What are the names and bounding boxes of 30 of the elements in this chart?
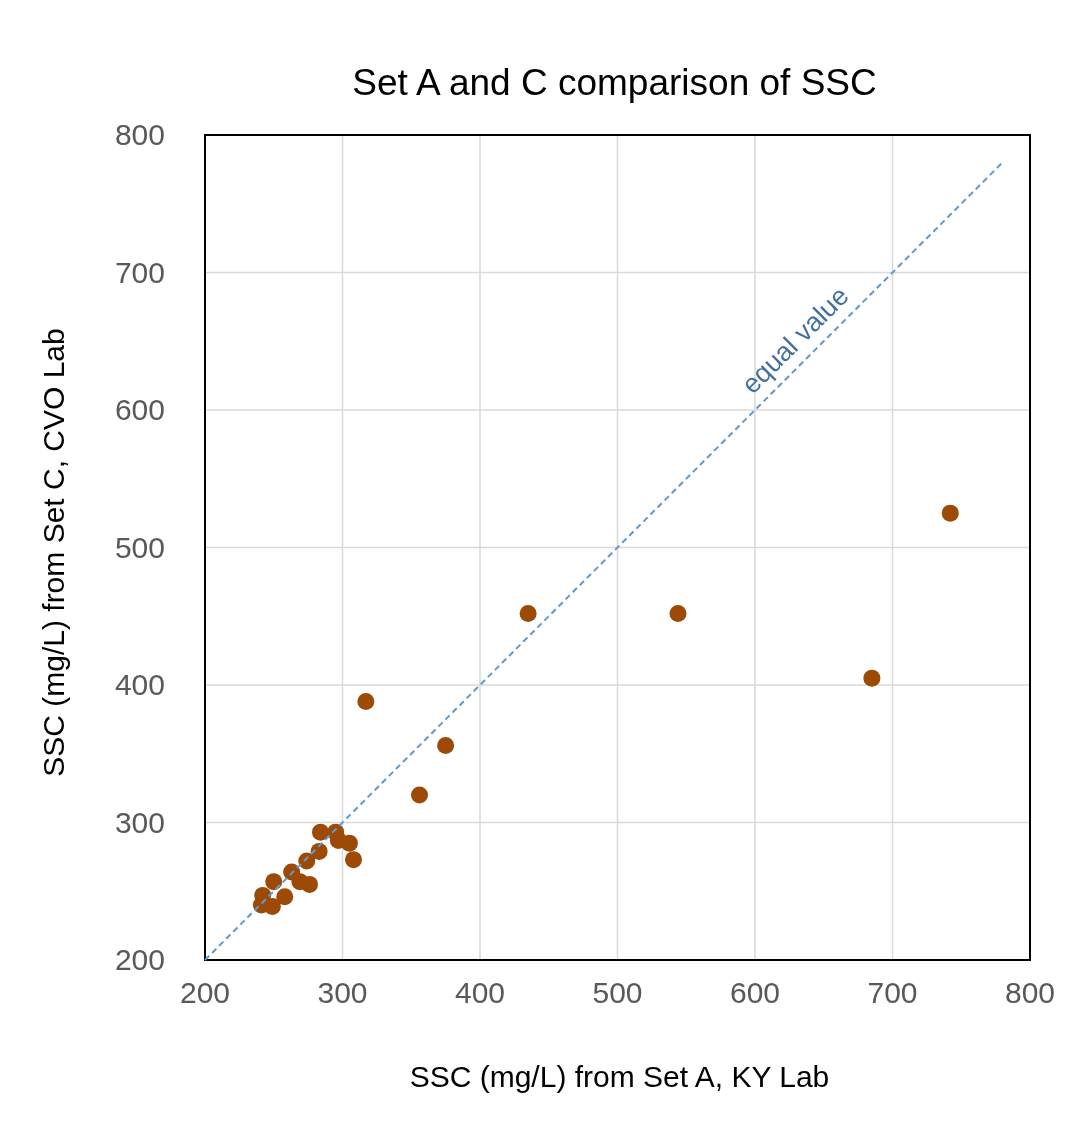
point bbox=[265, 873, 283, 891]
x-tick-label: 800 bbox=[1004, 976, 1056, 1009]
point bbox=[941, 504, 959, 522]
point bbox=[312, 823, 329, 841]
point bbox=[329, 831, 347, 849]
y-tick-label: 200 bbox=[114, 943, 165, 976]
x-tick-label: 300 bbox=[317, 976, 368, 1009]
y-tick-label: 600 bbox=[114, 393, 165, 426]
point bbox=[669, 605, 687, 622]
point bbox=[411, 786, 428, 804]
point bbox=[437, 737, 455, 754]
y-tick-label: 500 bbox=[114, 530, 165, 564]
x-tick-label: 200 bbox=[179, 976, 231, 1009]
x-tick-label: 600 bbox=[729, 976, 781, 1009]
x-tick-label: 400 bbox=[454, 976, 506, 1009]
y-tick-label: 400 bbox=[114, 668, 165, 701]
y-tick-label: 700 bbox=[114, 255, 165, 289]
point bbox=[357, 693, 375, 710]
x-tick-label: 500 bbox=[592, 976, 643, 1009]
point bbox=[276, 888, 294, 906]
point bbox=[519, 605, 537, 622]
point bbox=[291, 873, 309, 891]
y-tick-label: 300 bbox=[114, 805, 165, 839]
y-axis-title: SSC (mg/L) from Set C, CVO Lab bbox=[37, 328, 70, 777]
point bbox=[863, 669, 881, 687]
x-axis-title: SSC (mg/L) from Set A, KY Lab bbox=[409, 1060, 830, 1093]
y-tick-label: 800 bbox=[114, 118, 165, 151]
point bbox=[345, 851, 362, 869]
chart-title: Set A and C comparison of SSC bbox=[352, 62, 877, 103]
x-tick-label: 700 bbox=[867, 976, 918, 1009]
